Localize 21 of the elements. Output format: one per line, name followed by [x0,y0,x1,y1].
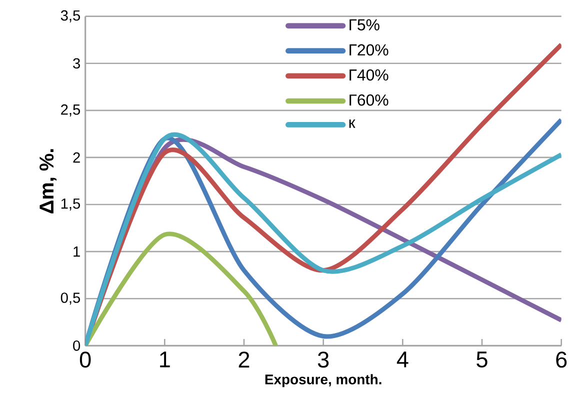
y-tick-label: 3 [73,58,80,69]
legend-label: Г40% [350,69,388,81]
x-axis-title: Exposure, month. [265,374,382,388]
y-tick-label: 1,5 [61,198,80,210]
y-tick-label: 0 [73,340,80,351]
y-tick-label: 1 [74,246,80,257]
x-tick-label: 5 [476,352,488,368]
legend-label: Г60% [350,94,388,106]
x-tick-label: 3 [318,352,329,368]
legend-label: Г20% [350,44,388,56]
x-tick-label: 2 [238,352,250,368]
y-tick-label: 3,5 [60,10,80,22]
y-tick-label: 0,5 [60,292,80,305]
legend-label: Г5% [350,19,380,30]
x-tick-label: 4 [396,352,408,368]
x-tick-label: 1 [160,352,170,368]
y-tick-label: 2,5 [61,104,80,116]
y-tick-label: 2 [73,152,80,163]
legend-label: к [349,120,356,128]
x-tick-label: 6 [556,352,567,368]
y-axis-title: Δm, %. [40,149,57,214]
